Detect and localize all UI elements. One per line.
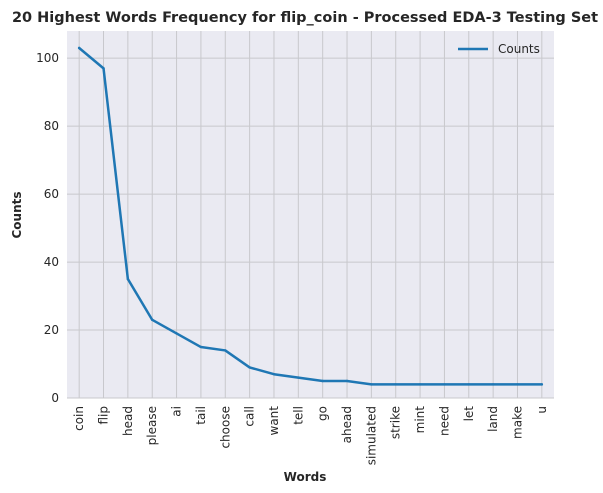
data-point [297, 376, 300, 379]
data-point [370, 383, 373, 386]
y-tick-label: 60 [44, 187, 59, 201]
x-tick-label: call [243, 406, 257, 427]
x-tick-label: make [510, 406, 524, 439]
data-point [248, 366, 251, 369]
series-layer [77, 46, 544, 386]
x-tick-label: land [486, 406, 500, 432]
data-point [491, 383, 495, 386]
x-tick-label: flip [97, 406, 111, 425]
x-tick-label: tell [291, 406, 305, 425]
x-tick-label: ai [170, 406, 184, 417]
x-axis-ticks: coin flip head please ai tail choose call want te… [72, 406, 549, 466]
plot-area [67, 31, 554, 398]
data-point [151, 318, 154, 322]
x-tick-label: need [437, 406, 451, 436]
data-point [467, 383, 470, 386]
data-point [443, 383, 446, 386]
y-axis-ticks: 0 20 40 60 80 100 [36, 51, 59, 405]
data-point [540, 383, 544, 386]
x-tick-label: please [145, 406, 159, 445]
x-tick-label: choose [218, 406, 232, 449]
data-point [418, 383, 422, 386]
data-point [321, 379, 324, 383]
x-tick-label: coin [72, 406, 86, 431]
x-axis-label: Words [284, 470, 327, 484]
data-point [77, 46, 81, 50]
x-tick-label: tail [194, 406, 208, 425]
x-tick-label: head [121, 406, 135, 436]
grid [67, 31, 554, 399]
y-tick-label: 20 [44, 323, 59, 337]
data-point [126, 277, 130, 281]
x-tick-label: mint [413, 406, 427, 434]
data-point [102, 67, 105, 70]
x-tick-label: simulated [364, 406, 378, 465]
chart-title: 20 Highest Words Frequency for flip_coin… [12, 10, 598, 26]
data-point [345, 379, 349, 383]
y-tick-label: 40 [44, 255, 59, 269]
data-point [175, 332, 178, 335]
x-tick-label: ahead [340, 406, 354, 443]
legend: Counts [458, 42, 540, 56]
data-point [516, 383, 519, 386]
y-tick-label: 0 [51, 391, 59, 405]
y-tick-label: 100 [36, 51, 59, 65]
x-tick-label: want [267, 406, 281, 436]
x-tick-label: strike [389, 406, 403, 439]
data-point [394, 383, 397, 386]
series-line-counts [77, 46, 544, 386]
x-tick-label: u [535, 406, 549, 414]
x-tick-label: go [316, 406, 330, 421]
x-tick-label: let [462, 406, 476, 422]
legend-label-counts: Counts [498, 42, 540, 56]
data-point [224, 349, 227, 352]
y-axis-label: Counts [10, 191, 24, 238]
data-point [272, 373, 276, 376]
data-point [199, 345, 203, 349]
y-tick-label: 80 [44, 119, 59, 133]
